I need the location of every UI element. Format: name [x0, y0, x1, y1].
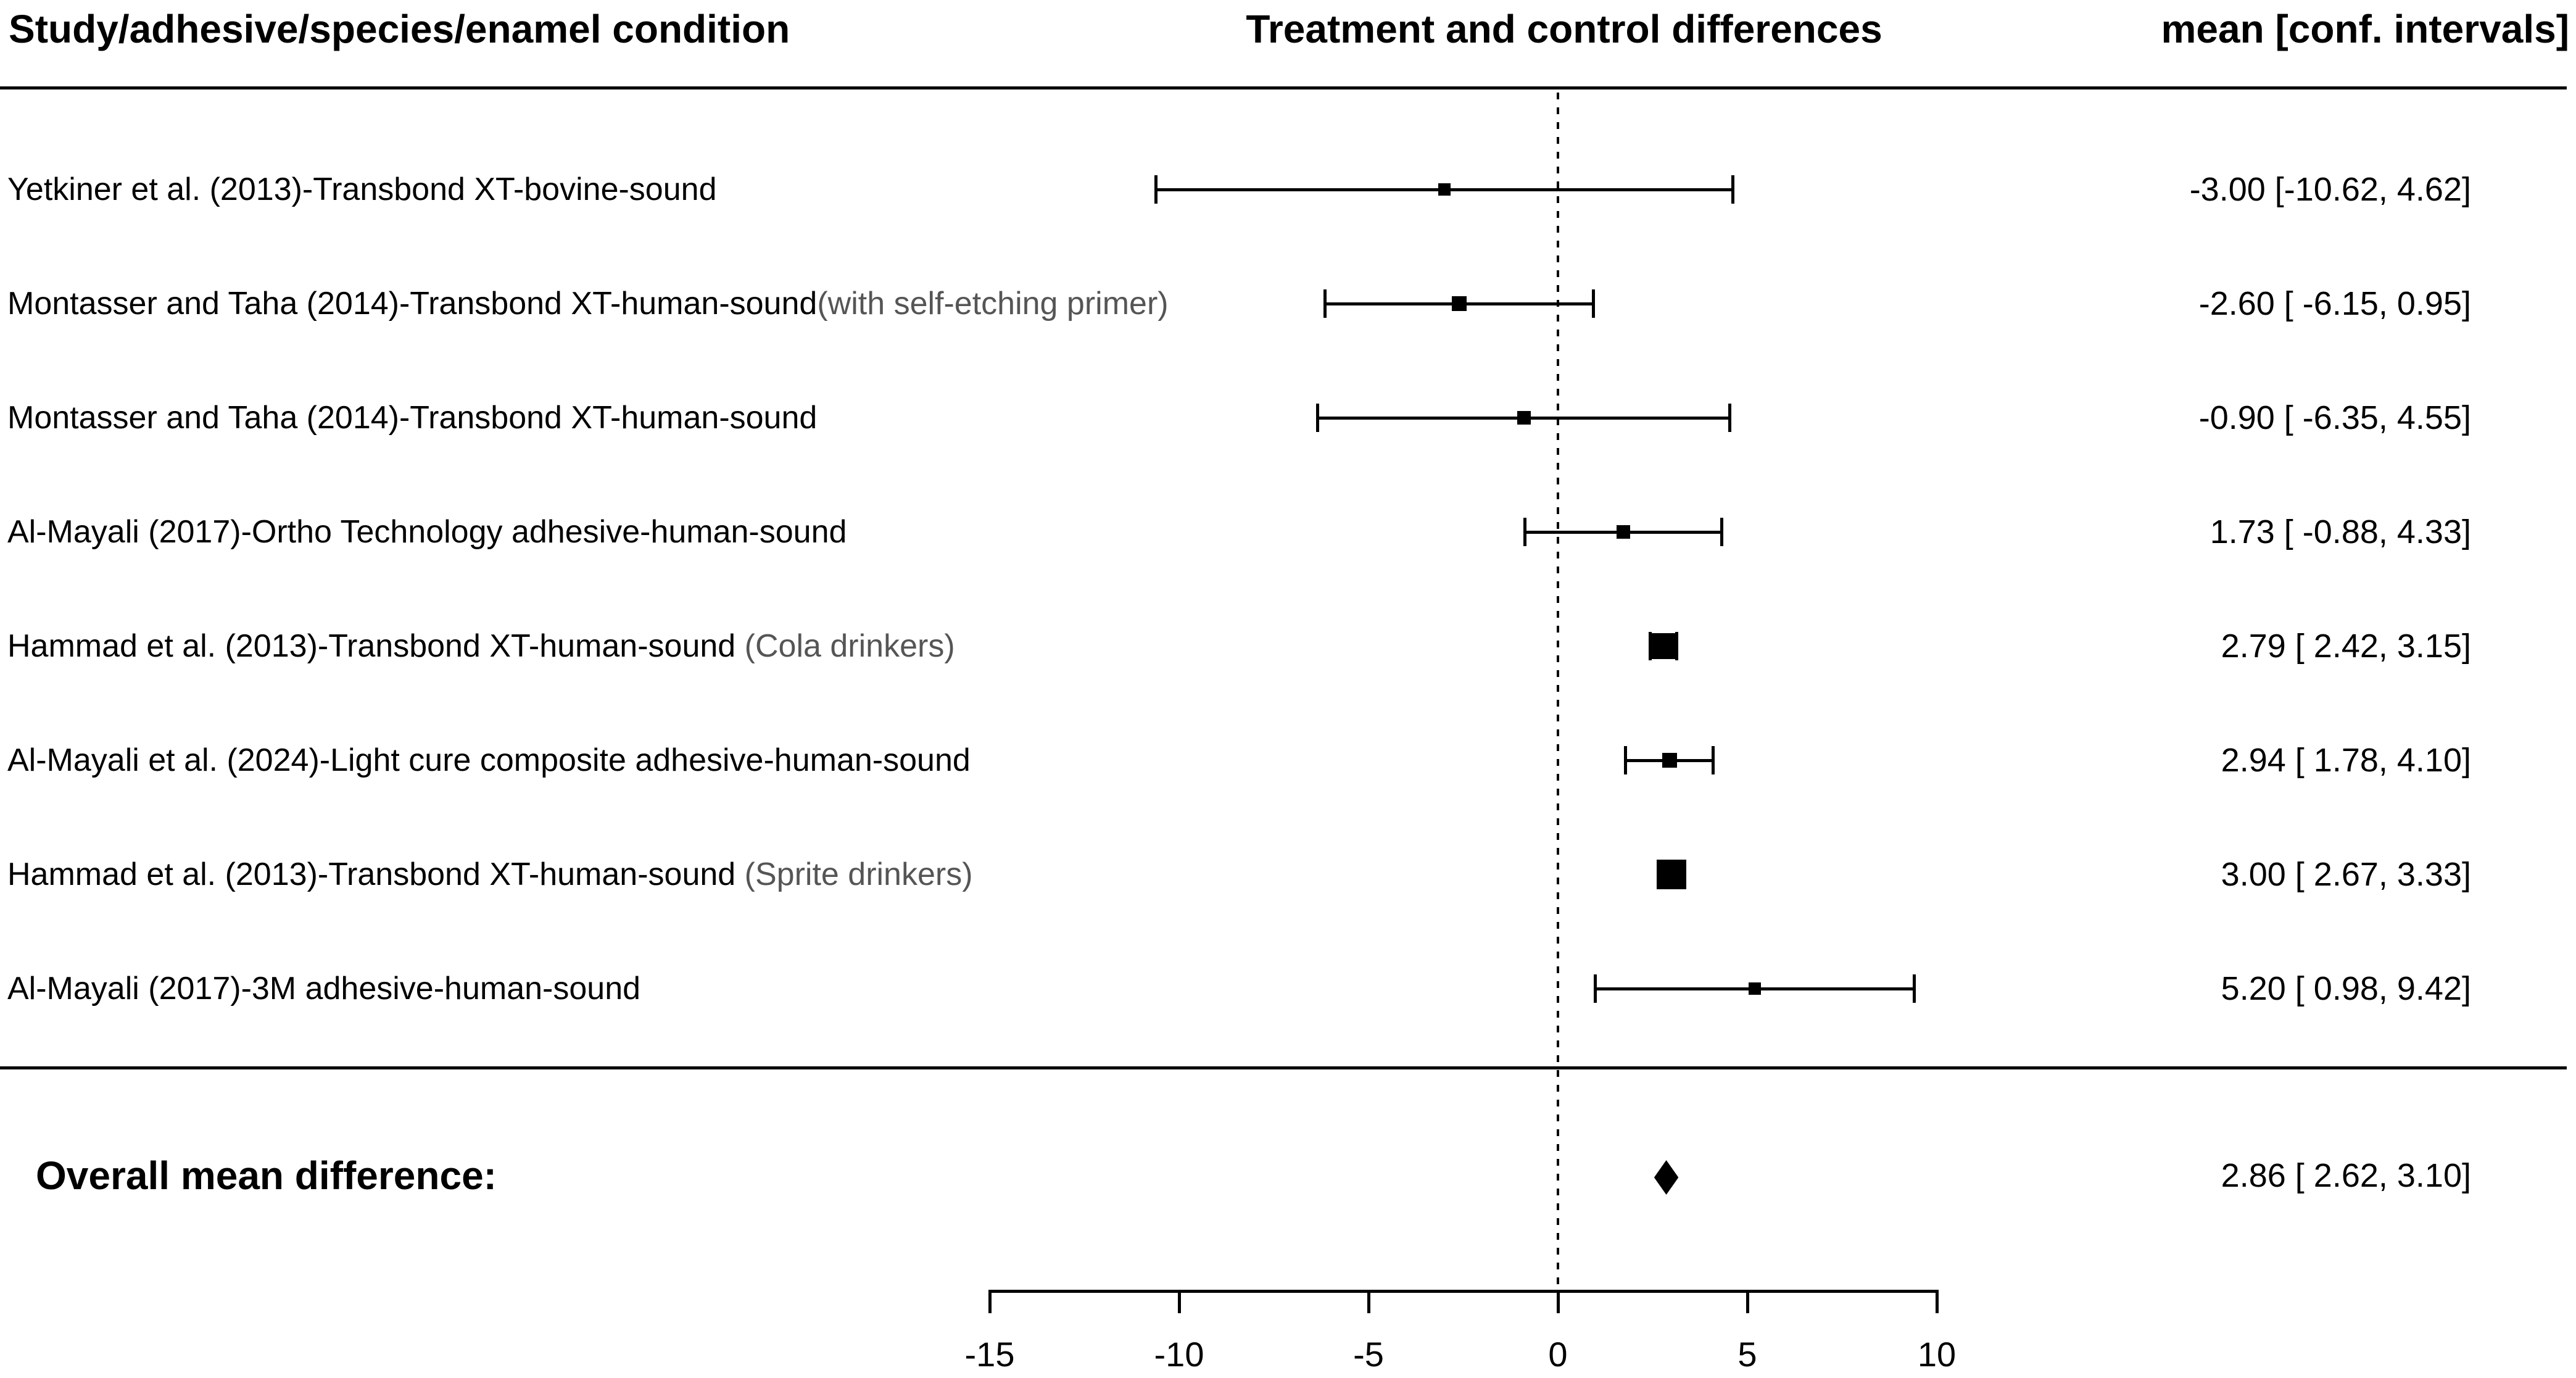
mean-marker-square [1749, 982, 1762, 995]
study-label: Al-Mayali (2017)-3M adhesive-human-sound [7, 971, 641, 1007]
ci-cap-left [1523, 518, 1526, 546]
x-axis-tick [1746, 1290, 1749, 1313]
study-label: Montasser and Taha (2014)-Transbond XT-h… [7, 286, 1169, 322]
ci-cap-right [1731, 175, 1734, 204]
x-axis-tick [1936, 1290, 1939, 1313]
overall-value: 2.86 [ 2.62, 3.10] [2221, 1157, 2471, 1194]
x-axis-tick-label: -15 [964, 1335, 1015, 1374]
study-label: Hammad et al. (2013)-Transbond XT-human-… [7, 628, 955, 664]
overall-diamond [1654, 1160, 1679, 1195]
study-label: Al-Mayali (2017)-Ortho Technology adhesi… [7, 514, 847, 550]
x-axis-tick [1557, 1290, 1560, 1313]
column-header-plot: Treatment and control differences [1246, 7, 1882, 51]
mean-marker-square [1650, 633, 1677, 659]
mean-marker-square [1452, 296, 1467, 311]
ci-cap-right [1592, 289, 1596, 318]
x-axis-tick [988, 1290, 992, 1313]
study-label: Hammad et al. (2013)-Transbond XT-human-… [7, 857, 973, 892]
column-header-estimates: mean [conf. intervals] [2161, 7, 2570, 51]
study-sublabel: (Cola drinkers) [735, 628, 955, 664]
zero-reference-line [1557, 93, 1559, 1290]
study-label: Al-Mayali et al. (2024)-Light cure compo… [7, 742, 971, 778]
x-axis-tick [1367, 1290, 1370, 1313]
estimate-text: 5.20 [ 0.98, 9.42] [2221, 970, 2471, 1007]
header-separator-line [0, 86, 2567, 89]
x-axis-tick [1178, 1290, 1181, 1313]
x-axis-line [988, 1290, 1939, 1293]
estimate-text: 3.00 [ 2.67, 3.33] [2221, 856, 2471, 893]
estimate-text: 2.94 [ 1.78, 4.10] [2221, 742, 2471, 779]
mean-marker-square [1438, 183, 1451, 196]
mean-marker-square [1657, 860, 1687, 889]
mean-marker-square [1517, 411, 1531, 425]
ci-cap-right [1720, 518, 1723, 546]
ci-cap-right [1711, 746, 1715, 774]
estimate-text: -3.00 [-10.62, 4.62] [2189, 171, 2471, 208]
ci-cap-left [1323, 289, 1327, 318]
study-sublabel: (with self-etching primer) [817, 286, 1169, 322]
estimate-text: -2.60 [ -6.15, 0.95] [2198, 285, 2471, 322]
column-header-study: Study/adhesive/species/enamel condition [9, 7, 790, 51]
mean-marker-square [1617, 525, 1631, 539]
ci-cap-right [1728, 404, 1732, 432]
estimate-text: -0.90 [ -6.35, 4.55] [2198, 399, 2471, 436]
x-axis-tick-label: 0 [1548, 1335, 1568, 1374]
study-label: Montasser and Taha (2014)-Transbond XT-h… [7, 400, 818, 436]
ci-cap-right [1913, 974, 1916, 1003]
overall-label: Overall mean difference: [36, 1153, 497, 1198]
ci-cap-left [1316, 404, 1320, 432]
ci-cap-left [1154, 175, 1158, 204]
ci-cap-left [1624, 746, 1628, 774]
ci-cap-left [1594, 974, 1597, 1003]
estimate-text: 2.79 [ 2.42, 3.15] [2221, 628, 2471, 665]
estimate-text: 1.73 [ -0.88, 4.33] [2209, 513, 2471, 550]
x-axis-tick-label: -10 [1154, 1335, 1204, 1374]
x-axis-tick-label: -5 [1353, 1335, 1384, 1374]
study-label: Yetkiner et al. (2013)-Transbond XT-bovi… [7, 172, 717, 207]
study-sublabel: (Sprite drinkers) [735, 857, 973, 892]
ci-cap-right [1675, 632, 1679, 660]
summary-separator-line [0, 1066, 2567, 1069]
mean-marker-square [1662, 753, 1677, 768]
ci-cap-left [1648, 632, 1652, 660]
x-axis-tick-label: 5 [1737, 1335, 1757, 1374]
x-axis-tick-label: 10 [1917, 1335, 1957, 1374]
